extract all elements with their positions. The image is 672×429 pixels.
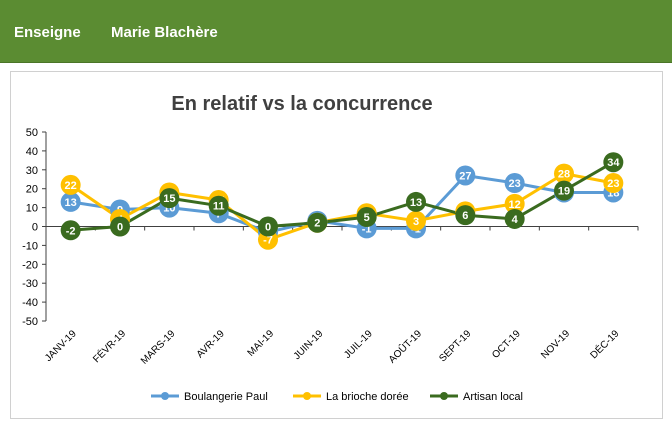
data-label-2: 15 xyxy=(163,193,175,205)
data-point-2 xyxy=(554,180,574,201)
y-tick-label: 10 xyxy=(26,203,38,215)
data-point-2 xyxy=(60,220,81,241)
data-point-2 xyxy=(356,207,377,228)
x-tick-label: MAI-19 xyxy=(246,328,277,359)
data-label-2: 13 xyxy=(410,197,422,209)
x-tick-label: NOV-19 xyxy=(539,328,572,361)
data-label-1: 28 xyxy=(558,169,570,181)
data-label-2: 4 xyxy=(512,214,519,226)
series-line-2 xyxy=(70,160,615,232)
y-tick-label: -30 xyxy=(22,278,38,290)
header-bar: Enseigne Marie Blachère xyxy=(0,0,672,63)
y-tick-label: 50 xyxy=(26,127,38,139)
data-label-0: -1 xyxy=(362,223,372,235)
x-tick-label: JUIN-19 xyxy=(292,328,326,362)
data-point-2 xyxy=(603,152,624,173)
y-tick-label: -10 xyxy=(22,240,38,252)
enseigne-value[interactable]: Marie Blachère xyxy=(111,24,218,41)
data-point-1 xyxy=(504,193,525,214)
data-point-2 xyxy=(307,212,328,233)
x-tick-label: SEPT-19 xyxy=(437,328,473,364)
legend-label-1: La brioche dorée xyxy=(326,391,409,403)
data-point-1 xyxy=(60,174,81,195)
x-tick-label: FÉVR-19 xyxy=(90,327,129,366)
data-point-2 xyxy=(208,195,229,216)
data-point-0 xyxy=(60,191,81,212)
data-point-1 xyxy=(603,173,624,194)
data-label-2: 34 xyxy=(607,157,620,169)
legend-label-0: Boulangerie Paul xyxy=(184,391,268,403)
data-point-2 xyxy=(406,191,426,212)
x-tick-label: AVR-19 xyxy=(195,328,227,360)
x-tick-label: MARS-19 xyxy=(139,328,178,367)
data-point-0 xyxy=(455,165,476,186)
y-tick-label: 0 xyxy=(32,222,38,234)
data-label-2: 0 xyxy=(117,222,123,234)
data-label-1: 12 xyxy=(509,199,521,211)
y-tick-label: -40 xyxy=(22,297,38,309)
x-tick-label: AOÛT-19 xyxy=(385,327,424,366)
data-point-0 xyxy=(504,173,525,194)
y-tick-label: 40 xyxy=(26,146,38,158)
data-point-2 xyxy=(110,216,130,237)
x-tick-label: DÉC-19 xyxy=(587,327,622,362)
data-label-2: 5 xyxy=(364,212,370,224)
data-label-1: 23 xyxy=(607,178,619,190)
data-label-2: 0 xyxy=(265,222,271,234)
data-point-1 xyxy=(406,210,426,231)
data-point-1 xyxy=(554,163,574,184)
data-point-2 xyxy=(159,188,180,209)
legend-marker-1 xyxy=(303,392,311,400)
data-label-2: -2 xyxy=(66,225,76,237)
data-label-2: 19 xyxy=(558,186,570,198)
enseigne-label: Enseigne xyxy=(14,24,81,41)
data-point-2 xyxy=(504,208,525,229)
x-tick-label: OCT-19 xyxy=(490,328,523,361)
data-label-1: -7 xyxy=(263,235,273,247)
data-label-0: 27 xyxy=(459,170,471,182)
data-label-0: 13 xyxy=(65,197,77,209)
x-tick-label: JANV-19 xyxy=(43,328,79,364)
data-point-2 xyxy=(258,216,278,237)
legend-marker-2 xyxy=(440,392,448,400)
chart-panel xyxy=(10,71,663,419)
data-label-0: 23 xyxy=(509,178,521,190)
y-tick-label: -20 xyxy=(22,259,38,271)
data-point-2 xyxy=(455,205,476,226)
y-tick-label: 20 xyxy=(26,184,38,196)
legend-label-2: Artisan local xyxy=(463,391,523,403)
series-line-0 xyxy=(70,174,614,234)
y-tick-label: 30 xyxy=(26,165,38,177)
data-label-2: 11 xyxy=(213,201,225,213)
data-label-1: 22 xyxy=(65,180,77,192)
legend-marker-0 xyxy=(161,392,169,400)
data-label-2: 6 xyxy=(462,210,468,222)
data-label-2: 2 xyxy=(314,218,320,230)
data-label-1: 3 xyxy=(413,216,419,228)
chart-title: En relatif vs la concurrence xyxy=(171,93,432,115)
x-tick-label: JUIL-19 xyxy=(342,328,375,361)
y-tick-label: -50 xyxy=(22,316,38,328)
